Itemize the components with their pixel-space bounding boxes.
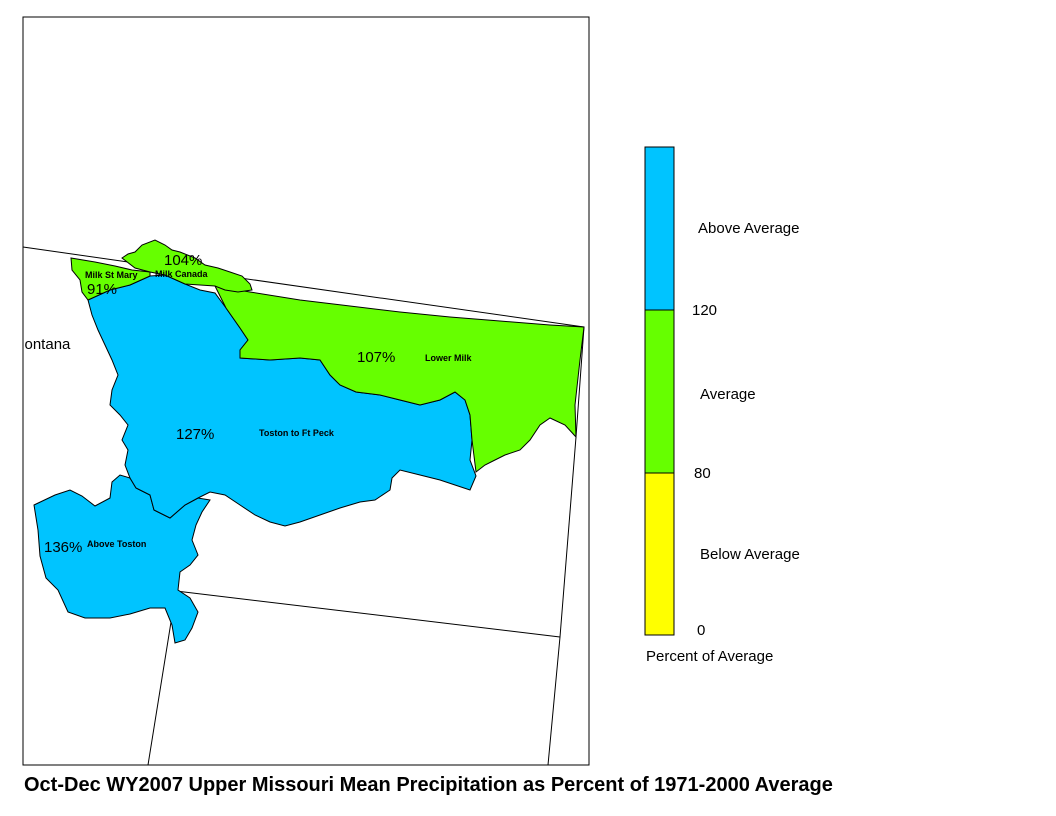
- basin-name-above-toston: Above Toston: [87, 539, 146, 549]
- legend-label-below-average: Below Average: [700, 546, 800, 563]
- legend-label-average: Average: [700, 386, 756, 403]
- basin-lower-milk[interactable]: [214, 285, 585, 473]
- basin-milk-canada[interactable]: [121, 239, 253, 293]
- basin-milk-st-mary[interactable]: [70, 257, 151, 301]
- basin-name-milk-canada: Milk Canada: [155, 269, 209, 279]
- legend-break-80: 80: [694, 465, 711, 482]
- basin-percent-milk-canada: 104%: [164, 252, 202, 269]
- basin-percent-above-toston: 136%: [44, 539, 82, 556]
- basin-percent-milk-st-mary: 91%: [87, 281, 117, 298]
- state-boundaries: [22, 246, 585, 766]
- basin-above-toston[interactable]: [33, 474, 211, 644]
- legend-break-120: 120: [692, 302, 718, 319]
- basin-name-lower-milk: Lower Milk: [425, 353, 473, 363]
- basin-percent-toston-to-ft-peck: 127%: [176, 426, 214, 443]
- legend-label-above-average: Above Average: [698, 220, 800, 237]
- state-label: Montana: [12, 336, 71, 353]
- map-title: Oct-Dec WY2007 Upper Missouri Mean Preci…: [24, 774, 833, 796]
- legend-swatch-below-average: [644, 472, 675, 636]
- legend-title: Percent of Average: [646, 648, 774, 665]
- basin-name-toston-to-ft-peck: Toston to Ft Peck: [259, 428, 335, 438]
- legend-swatch-average: [644, 309, 675, 474]
- legend-color-bar: [644, 146, 675, 636]
- legend-break-0: 0: [697, 622, 706, 639]
- legend-swatch-above-average: [644, 146, 675, 311]
- basin-name-milk-st-mary: Milk St Mary: [85, 270, 138, 280]
- basin-percent-lower-milk: 107%: [357, 349, 395, 366]
